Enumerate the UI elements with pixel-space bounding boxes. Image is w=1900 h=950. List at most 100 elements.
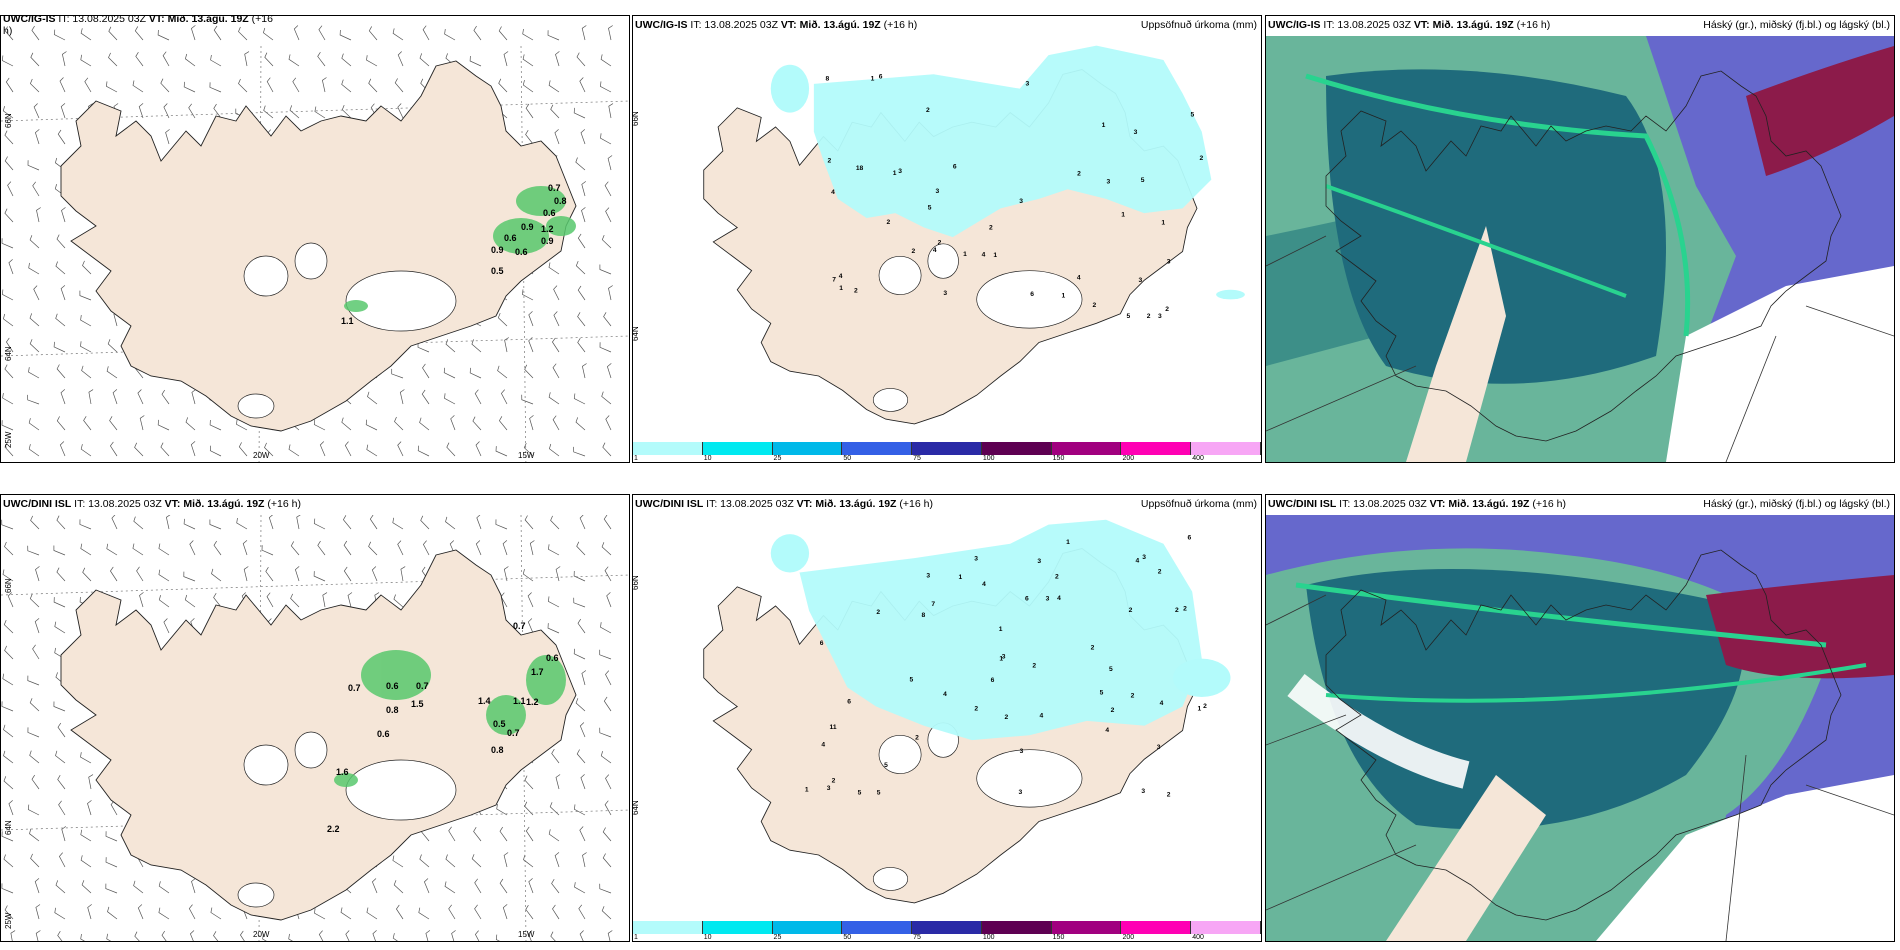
- precip-value: 3: [1141, 788, 1145, 795]
- wind-barb: [444, 393, 456, 405]
- colorbar-swatch: [842, 921, 913, 934]
- glacier: [243, 744, 289, 786]
- precip-value: 1: [1066, 539, 1070, 546]
- wind-barb: [3, 750, 14, 764]
- wind-barb: [504, 337, 509, 353]
- wind-barb: [600, 751, 612, 764]
- precip-value: 2: [1077, 170, 1081, 177]
- wind-barb: [239, 930, 245, 941]
- wind-barb: [7, 592, 14, 608]
- wind-barb: [498, 416, 508, 431]
- wind-barb: [58, 800, 66, 816]
- wind-barb: [451, 930, 456, 941]
- wind-barb: [188, 103, 196, 119]
- wind-barb: [391, 368, 404, 379]
- wind-barb: [475, 441, 482, 457]
- val: 0.6: [504, 233, 517, 243]
- wind-barb: [87, 800, 92, 816]
- precip-value: 3: [974, 555, 978, 562]
- precip-value: 6: [847, 698, 851, 705]
- wind-barb: [82, 567, 92, 582]
- val: 0.7: [507, 728, 520, 738]
- wind-barb: [445, 339, 456, 353]
- precip-value: 2: [974, 706, 978, 713]
- wind-barb: [158, 881, 170, 894]
- wind-barb: [2, 569, 14, 582]
- precip-value: 1: [871, 76, 875, 83]
- panel-subtitle: Uppsöfnuð úrkoma (mm): [1140, 19, 1257, 31]
- wind-barb: [472, 416, 482, 431]
- wind-barb: [581, 207, 586, 223]
- wind-barb: [238, 78, 248, 93]
- wind-barb: [79, 519, 92, 530]
- wind-barb: [264, 442, 274, 457]
- wind-barb: [605, 207, 612, 223]
- wind-barb: [238, 442, 248, 457]
- wind-barb: [80, 829, 92, 842]
- lat-label: 66N: [4, 113, 13, 128]
- wind-barb: [35, 904, 41, 920]
- wind-barb: [502, 540, 508, 556]
- wind-barb: [53, 29, 66, 41]
- wind-barb: [56, 567, 66, 582]
- precip-value: 2: [1131, 692, 1135, 699]
- wind-barb: [474, 930, 480, 941]
- wind-barb: [209, 419, 222, 431]
- wind-barb: [57, 129, 66, 145]
- wind-barb: [58, 852, 66, 868]
- wind-barb: [29, 828, 40, 842]
- glacier: [237, 882, 275, 908]
- wind-barb: [80, 341, 92, 353]
- wind-barb: [3, 313, 14, 327]
- precip-value: 4: [982, 251, 986, 258]
- wind-barb: [105, 857, 118, 868]
- wind-barb: [105, 883, 118, 894]
- wind-barb: [134, 931, 140, 941]
- panel-title: UWC/IG-IS IT: 13.08.2025 03Z VT: Mið. 13…: [1268, 19, 1551, 31]
- wind-barb: [33, 103, 40, 119]
- wind-barb: [573, 107, 586, 119]
- wind-barb: [524, 364, 534, 379]
- precip-patches: [344, 186, 576, 312]
- wind-barb: [32, 181, 40, 197]
- wind-barb: [444, 29, 456, 41]
- precip-value: 1: [839, 285, 843, 292]
- wind-barb: [158, 595, 170, 608]
- wind-barb: [265, 567, 274, 582]
- wind-barb: [342, 515, 352, 530]
- wind-barb: [474, 904, 482, 920]
- wind-barb: [32, 644, 40, 660]
- wind-barb: [27, 727, 40, 738]
- wind-barb: [211, 568, 222, 582]
- colorbar-swatch: [1121, 442, 1192, 455]
- wind-barb: [88, 389, 94, 405]
- panel-precip-top: UWC/IG-IS IT: 13.08.2025 03Z VT: Mið. 13…: [632, 15, 1262, 463]
- wind-barb: [1, 701, 14, 712]
- val: 2.2: [327, 824, 340, 834]
- wind-barb: [243, 566, 249, 582]
- precip-value: 2: [1111, 707, 1115, 714]
- wind-barb: [3, 854, 14, 868]
- cloud-map-top: [1266, 36, 1894, 462]
- wind-barb: [3, 619, 14, 634]
- wind-barb: [290, 593, 300, 608]
- wind-barb: [27, 160, 40, 171]
- wind-barb: [29, 313, 40, 327]
- wind-barb: [573, 648, 586, 660]
- wind-barb: [81, 365, 92, 379]
- wind-barb: [34, 878, 40, 894]
- wind-barb: [107, 339, 118, 353]
- colorbar-tick: 100: [982, 934, 995, 941]
- glaciers: [237, 731, 457, 908]
- precip-areas: [770, 45, 1245, 300]
- wind-barb: [600, 622, 612, 634]
- wind-barb: [341, 79, 352, 93]
- wind-barb: [527, 930, 533, 941]
- wind-barb: [551, 337, 560, 353]
- wind-map-bottom: 0.7 0.7 0.6 0.7 0.8 1.5 0.6 1.4 1.1 1.2 …: [1, 515, 629, 941]
- wind-barb: [135, 52, 144, 67]
- wind-barb: [600, 133, 612, 145]
- wind-barb: [81, 880, 92, 894]
- precip-value: 2: [1005, 714, 1009, 721]
- wind-barb: [606, 592, 612, 608]
